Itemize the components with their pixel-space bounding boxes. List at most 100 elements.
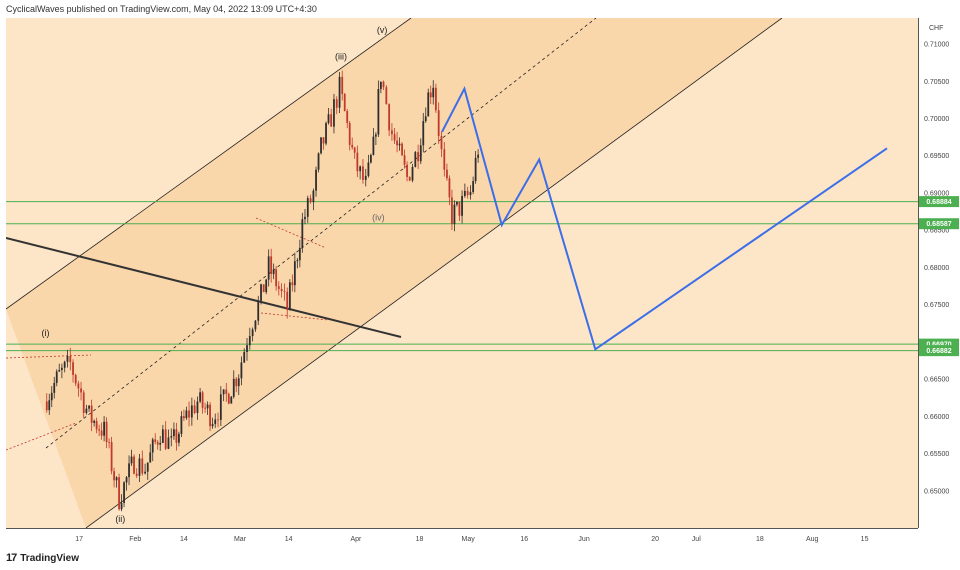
- price-axis[interactable]: CHF 0.71000 0.70500 0.70000 0.69500 0.69000 0.…: [884, 18, 960, 528]
- candle-body: [254, 320, 257, 330]
- candle-body: [286, 291, 289, 310]
- price-axis-svg: CHF 0.71000 0.70500 0.70000 0.69500 0.69000 0.…: [884, 25, 959, 495]
- currency-label: CHF: [929, 25, 943, 32]
- candle-body: [364, 175, 367, 180]
- price-tick-label: 0.68500: [924, 228, 949, 235]
- candle-body: [398, 143, 401, 146]
- time-tick-label: 16: [520, 536, 528, 543]
- candle-body: [196, 401, 199, 413]
- candle-body: [118, 477, 120, 510]
- candle-body: [458, 201, 461, 216]
- candle-body: [359, 166, 362, 172]
- candle-body: [133, 456, 135, 474]
- level-badge-3: [919, 345, 959, 357]
- time-tick-label: Aug: [806, 536, 819, 543]
- candle-body: [356, 152, 359, 172]
- candle-body: [206, 404, 209, 409]
- candle-body: [262, 284, 265, 293]
- time-tick-label: Apr: [350, 536, 362, 543]
- candle-body: [156, 441, 159, 445]
- candle-body: [417, 152, 420, 162]
- time-axis[interactable]: 17 Feb 14 Mar 14 Apr 18 May 16 Jun 20 Jul 18 Aug 15: [6, 528, 918, 547]
- price-tick-label: 0.65500: [924, 451, 949, 458]
- candle-body: [443, 149, 446, 170]
- candle-body: [248, 336, 251, 346]
- candle-body: [85, 408, 88, 413]
- candle-body: [260, 284, 262, 301]
- descending-trendline: [6, 237, 402, 338]
- candle-body: [309, 198, 312, 203]
- projection-path: [441, 85, 888, 351]
- candle-body: [427, 92, 430, 117]
- candle-body: [288, 282, 291, 310]
- candle-body: [63, 361, 66, 368]
- candle-body: [463, 190, 466, 197]
- candle-body: [434, 87, 437, 111]
- candle-body: [341, 76, 344, 94]
- candle-body: [393, 134, 396, 141]
- candle-body: [348, 123, 351, 145]
- candles-layer: [45, 70, 480, 512]
- candle-body: [69, 355, 72, 363]
- candle-body: [90, 405, 93, 423]
- candle-body: [110, 442, 113, 472]
- candle-body: [146, 462, 149, 472]
- time-tick-label: Feb: [129, 536, 141, 543]
- price-tick-label: 0.68000: [924, 265, 949, 272]
- candle-body: [149, 452, 152, 463]
- candle-body: [267, 256, 270, 280]
- candle-body: [422, 121, 425, 146]
- candle-body: [270, 256, 273, 275]
- candle-body: [372, 136, 375, 155]
- candle-body: [461, 196, 463, 216]
- candle-body: [120, 503, 123, 510]
- price-tick-label: 0.71000: [924, 42, 949, 49]
- candle-body: [80, 388, 82, 393]
- candle-body: [243, 352, 246, 363]
- candle-body: [170, 436, 173, 438]
- candle-body: [175, 429, 178, 443]
- candle-body: [432, 87, 435, 98]
- chart-plot-area[interactable]: (i) (ii) (iii) (iv) (v): [6, 18, 918, 528]
- candle-body: [293, 261, 296, 286]
- candle-body: [403, 155, 406, 165]
- candle-body: [222, 389, 225, 395]
- candle-body: [103, 421, 106, 436]
- candle-body: [440, 136, 443, 150]
- level-badge-label-0: 0.68884: [926, 199, 951, 206]
- candle-body: [448, 178, 451, 198]
- candle-body: [283, 291, 286, 292]
- candle-body: [374, 134, 377, 137]
- candle-body: [154, 439, 157, 442]
- candle-body: [227, 393, 230, 404]
- candle-body: [161, 429, 164, 443]
- candle-body: [214, 419, 217, 425]
- candle-body: [401, 143, 403, 156]
- level-badge-label-1: 0.68587: [926, 221, 951, 228]
- candle-body: [388, 104, 391, 131]
- tradingview-brand: TradingView: [20, 552, 79, 564]
- candle-body: [193, 405, 196, 413]
- candle-body: [240, 362, 243, 379]
- triangle-lower-line: [260, 312, 329, 321]
- price-tick-label: 0.70000: [924, 116, 949, 123]
- candle-body: [105, 421, 108, 442]
- candle-body: [98, 429, 101, 431]
- time-tick-label: 20: [651, 536, 659, 543]
- candle-body: [298, 247, 301, 261]
- candle-body: [379, 81, 382, 90]
- triangle-upper-line: [255, 217, 327, 249]
- candle-body: [88, 405, 90, 409]
- candle-body: [265, 279, 268, 293]
- candle-body: [391, 130, 393, 135]
- candle-body: [406, 164, 408, 177]
- tradingview-footer: 17 TradingView: [6, 552, 79, 564]
- time-tick-label: Jun: [578, 536, 589, 543]
- candle-body: [178, 433, 180, 443]
- candle-body: [48, 400, 51, 411]
- candle-body: [335, 99, 338, 108]
- time-tick-label: 18: [756, 536, 764, 543]
- level-badge-label-2: 0.66970: [926, 342, 951, 349]
- candle-body: [346, 111, 349, 124]
- candle-body: [50, 392, 53, 401]
